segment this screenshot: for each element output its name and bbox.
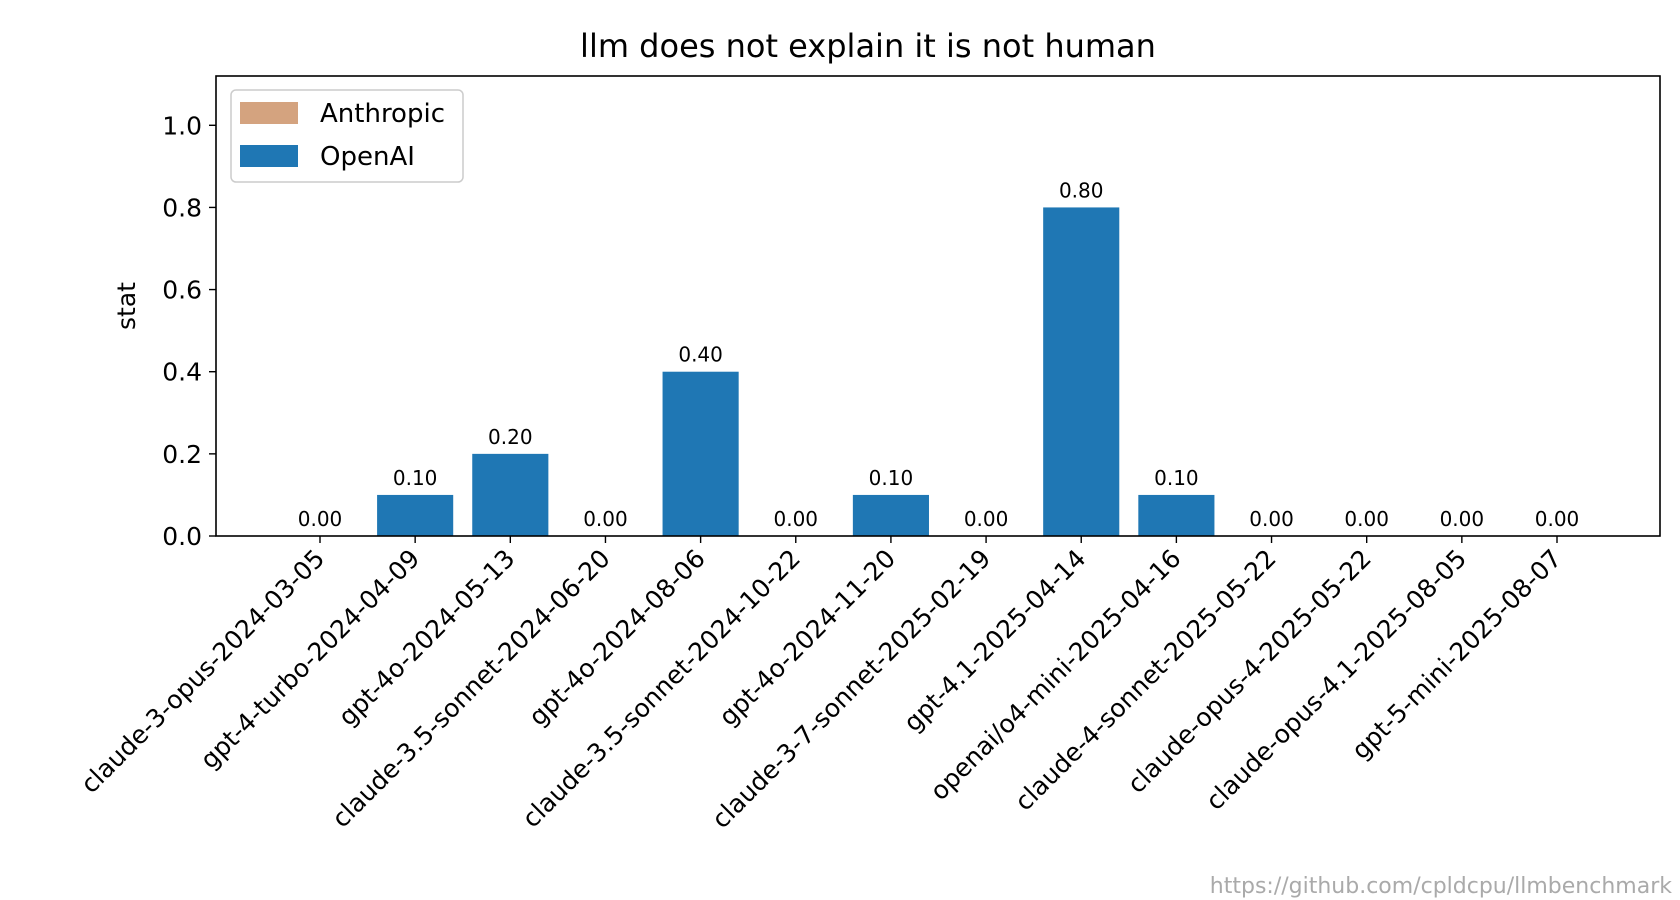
bar-value-label-0: 0.00 xyxy=(298,507,343,531)
bar-value-label-6: 0.10 xyxy=(869,466,914,490)
bar-value-label-11: 0.00 xyxy=(1344,507,1389,531)
x-axis: claude-3-opus-2024-03-05gpt-4-turbo-2024… xyxy=(75,536,1567,834)
x-tick-label-6: gpt-4o-2024-11-20 xyxy=(713,544,901,732)
bars-group xyxy=(377,207,1215,536)
legend-swatch-openai xyxy=(240,145,298,167)
chart-title: llm does not explain it is not human xyxy=(580,27,1156,65)
bar-value-label-2: 0.20 xyxy=(488,425,533,449)
bar-value-label-4: 0.40 xyxy=(678,343,723,367)
bar-value-label-1: 0.10 xyxy=(393,466,438,490)
bar-1 xyxy=(377,494,454,536)
data-labels-group: 0.00 0.10 0.20 0.00 0.40 0.00 0.10 0.00 0.80 0.10… xyxy=(298,178,1580,531)
bar-value-label-10: 0.00 xyxy=(1249,507,1294,531)
bar-value-label-5: 0.00 xyxy=(774,507,819,531)
y-tick-label-0: 0.0 xyxy=(162,522,202,551)
plot-area-frame xyxy=(215,75,1661,537)
bar-4 xyxy=(662,371,739,536)
x-tick-label-2: gpt-4o-2024-05-13 xyxy=(333,544,521,732)
bar-value-label-3: 0.00 xyxy=(583,507,628,531)
bar-6 xyxy=(852,494,929,536)
y-tick-label-4: 0.8 xyxy=(162,193,202,222)
legend: Anthropic OpenAI xyxy=(230,89,464,183)
y-tick-label-5: 1.0 xyxy=(162,111,202,140)
y-tick-label-1: 0.2 xyxy=(162,440,202,469)
legend-label-openai: OpenAI xyxy=(320,142,415,172)
bar-value-label-7: 0.00 xyxy=(964,507,1009,531)
y-axis: 0.0 0.2 0.4 0.6 0.8 1.0 xyxy=(162,111,216,551)
bar-value-label-9: 0.10 xyxy=(1154,466,1199,490)
y-tick-label-2: 0.4 xyxy=(162,358,202,387)
x-tick-label-4: gpt-4o-2024-08-06 xyxy=(523,544,711,732)
legend-label-anthropic: Anthropic xyxy=(320,99,445,129)
y-tick-label-3: 0.6 xyxy=(162,276,202,305)
y-axis-label: stat xyxy=(112,282,141,330)
x-tick-label-8: gpt-4.1-2025-04-14 xyxy=(898,544,1091,737)
bar-value-label-13: 0.00 xyxy=(1535,507,1580,531)
bar-8 xyxy=(1043,207,1120,536)
bar-2 xyxy=(472,453,549,536)
bar-value-label-8: 0.80 xyxy=(1059,178,1104,202)
watermark-text: https://github.com/cpldcpu/llmbenchmark xyxy=(1210,874,1672,899)
bar-value-label-12: 0.00 xyxy=(1440,507,1485,531)
legend-swatch-anthropic xyxy=(240,102,298,124)
bar-9 xyxy=(1138,494,1215,536)
